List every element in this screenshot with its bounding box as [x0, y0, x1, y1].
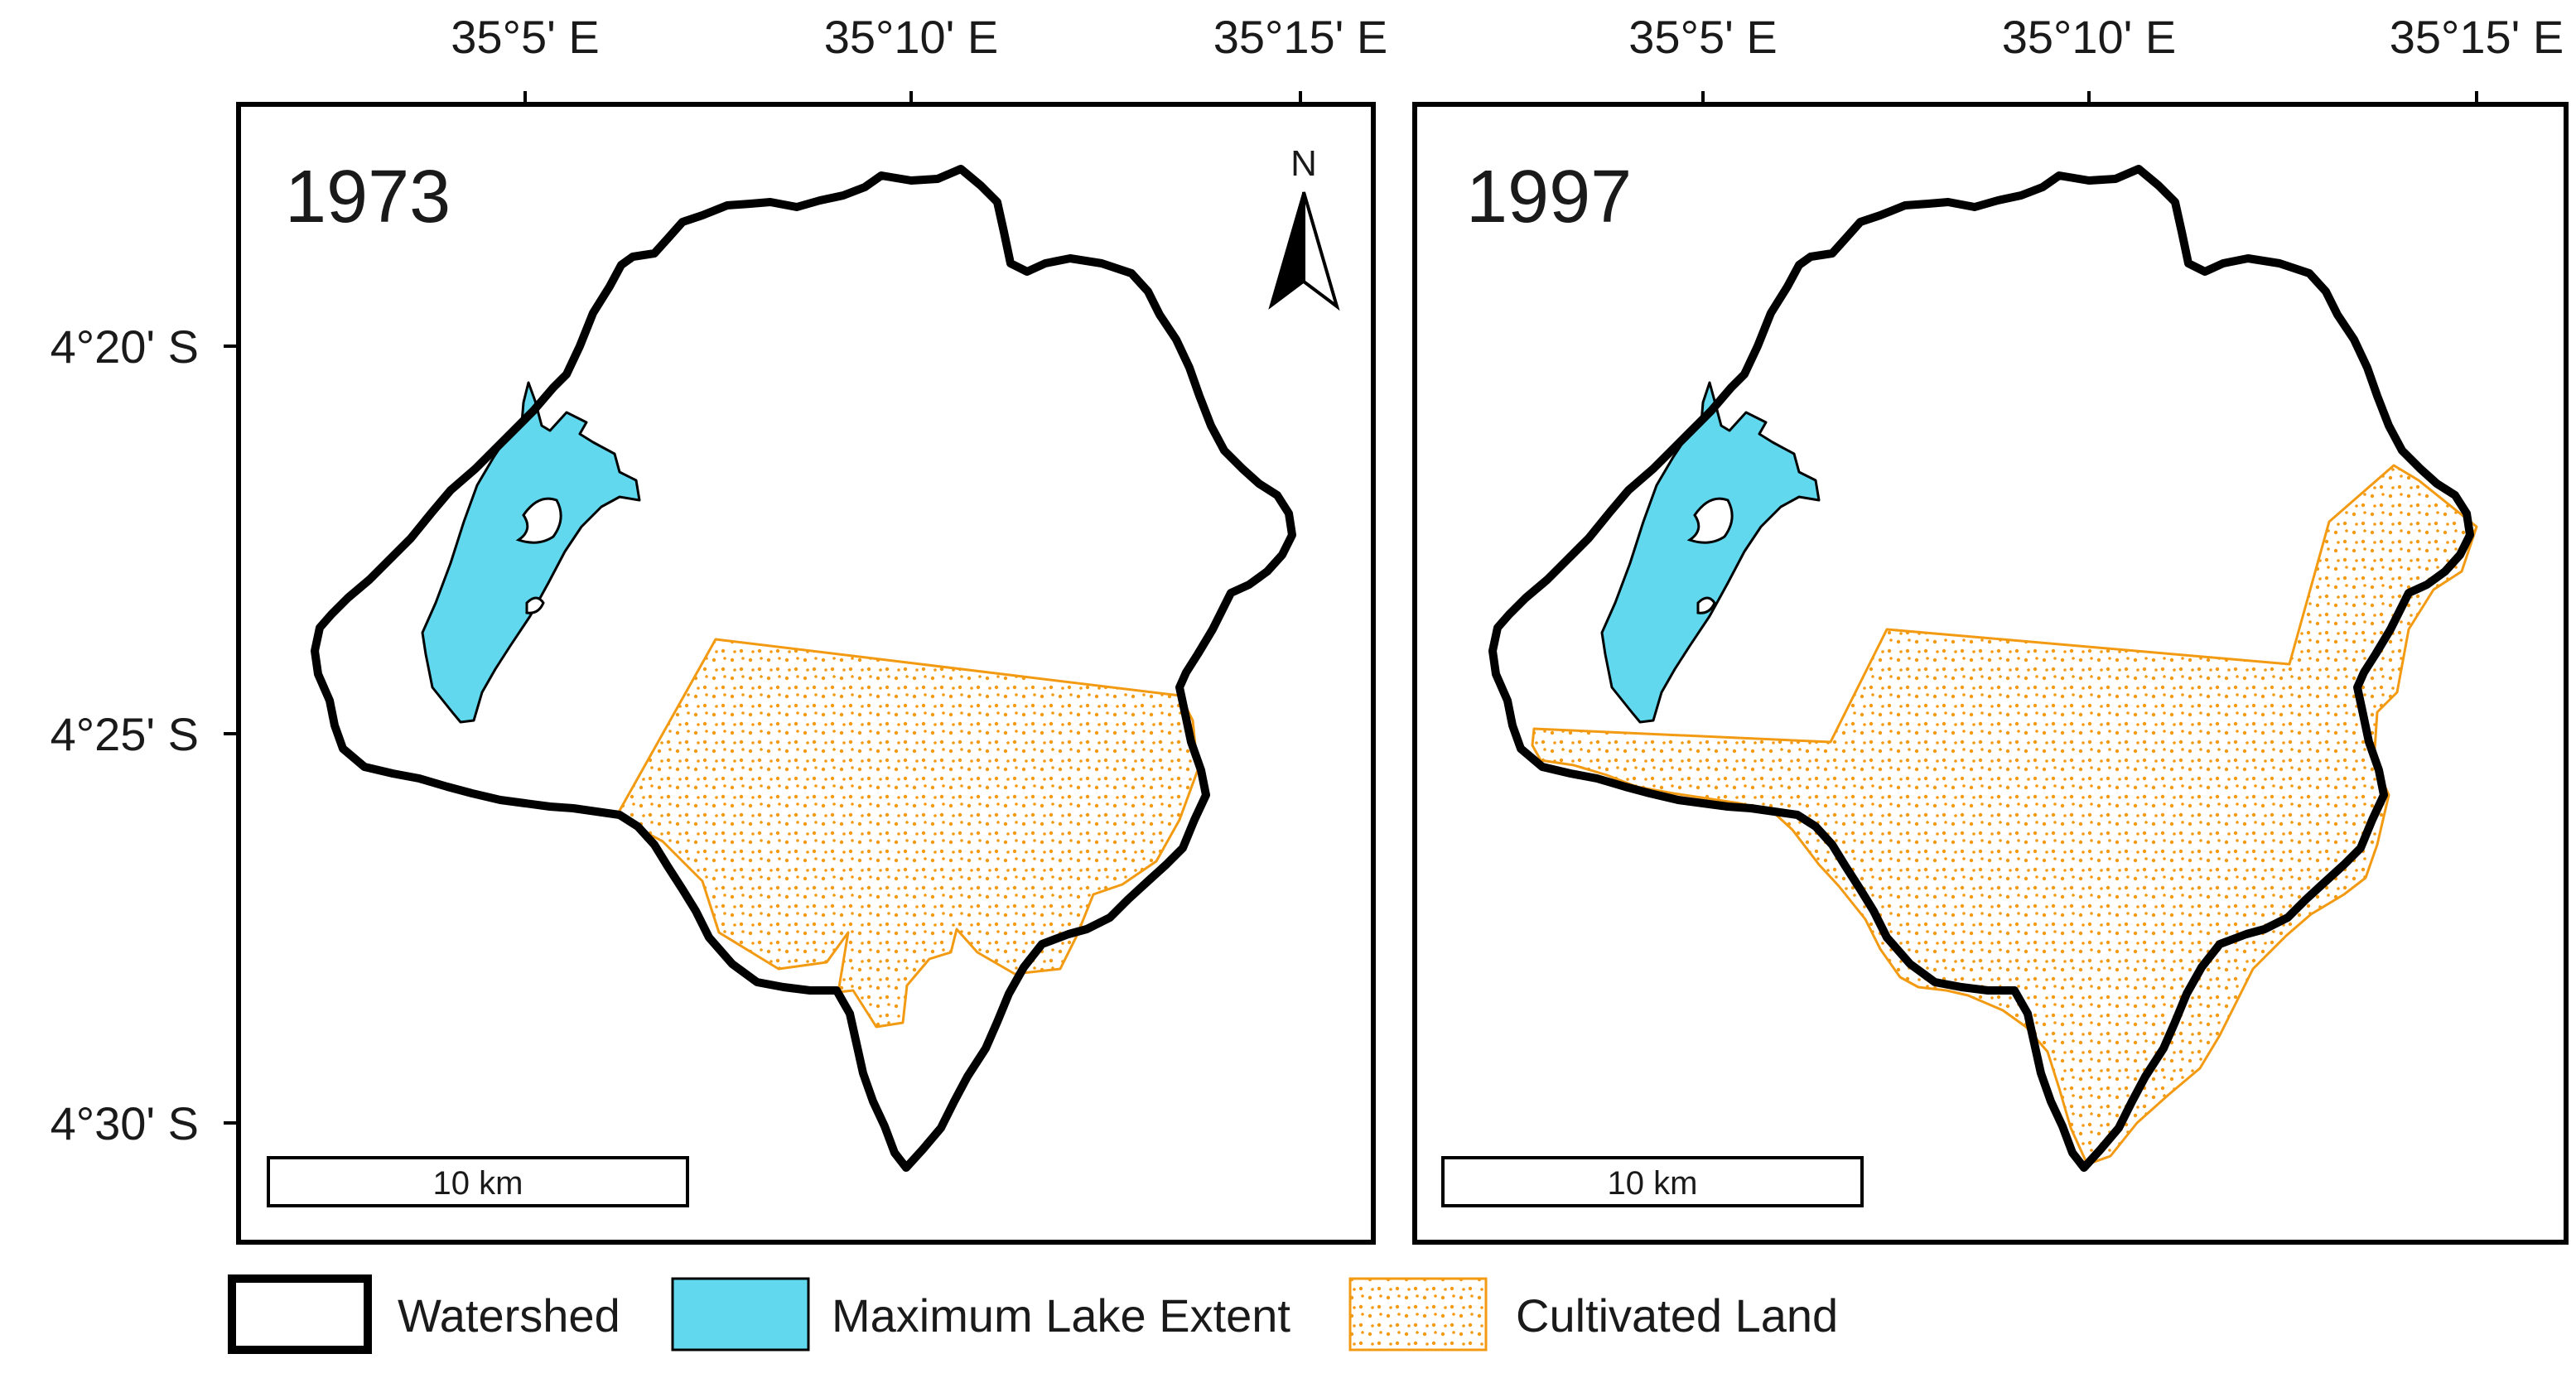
map-legend: Watershed Maximum Lake Extent Cultivated… [228, 1274, 1838, 1354]
legend-label: Maximum Lake Extent [832, 1289, 1290, 1342]
lon-tick-label: 35°15' E [1213, 11, 1388, 63]
panel-1997: 35°5' E 35°10' E 35°15' E 1997 10 km [1412, 11, 2569, 1245]
lake-island [1696, 596, 1716, 614]
scale-bar-label: 10 km [1608, 1165, 1698, 1202]
legend-item-watershed: Watershed [228, 1274, 620, 1354]
lake-swatch [671, 1277, 810, 1352]
legend-item-lake: Maximum Lake Extent [671, 1277, 1290, 1352]
lat-tick-label: 4°30' S [51, 1097, 199, 1149]
watershed-boundary [1488, 165, 2474, 1172]
watershed-boundary [311, 165, 1296, 1172]
lon-tick-label: 35°5' E [451, 11, 599, 63]
north-arrow-label: N [1290, 143, 1317, 184]
panel-1973: 35°5' E 35°10' E 35°15' E 4°20' S 4°25' … [51, 11, 1388, 1245]
scale-bar: 10 km [267, 1156, 689, 1207]
lon-tick-label: 35°15' E [2390, 11, 2564, 63]
scale-bar: 10 km [1441, 1156, 1864, 1207]
lake-area [421, 381, 641, 724]
lake-area [1600, 381, 1821, 724]
scale-bar-label: 10 km [433, 1165, 523, 1202]
north-arrow: N [1268, 143, 1340, 311]
lat-tick-label: 4°25' S [51, 708, 199, 760]
legend-label: Cultivated Land [1516, 1289, 1838, 1342]
cultivated-land-area [615, 638, 1199, 1029]
legend-label: Watershed [398, 1289, 620, 1342]
lake-island [1686, 497, 1734, 544]
legend-item-cultivated: Cultivated Land [1348, 1277, 1838, 1352]
lon-tick-label: 35°5' E [1628, 11, 1777, 63]
cultivated-swatch [1348, 1277, 1488, 1352]
lon-tick-label: 35°10' E [824, 11, 999, 63]
year-label: 1973 [285, 156, 451, 238]
year-label: 1997 [1466, 156, 1632, 238]
lake-island [515, 497, 562, 544]
watershed-swatch [228, 1274, 372, 1354]
lat-tick-label: 4°20' S [51, 320, 199, 373]
lake-island [525, 596, 545, 614]
lon-tick-label: 35°10' E [2002, 11, 2177, 63]
